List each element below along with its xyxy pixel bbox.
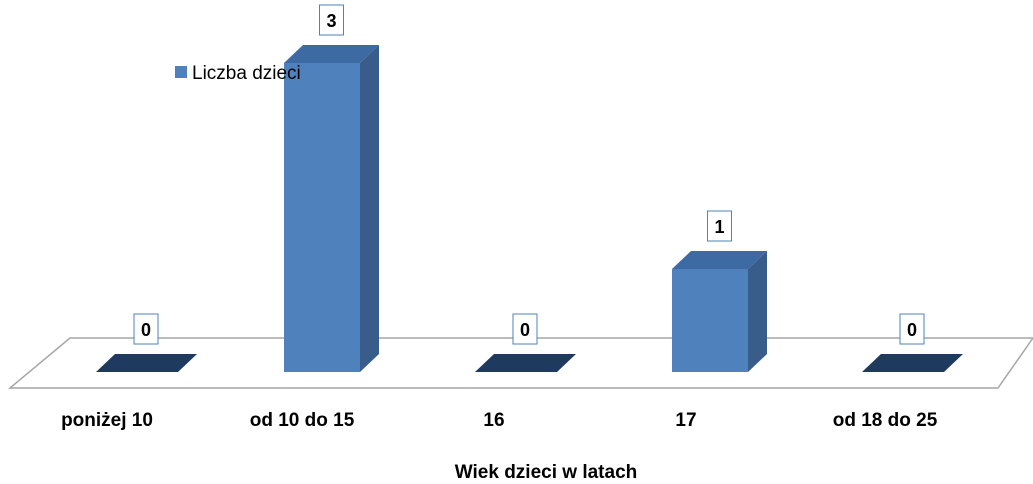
bar-top-face (672, 251, 767, 269)
category-label-1: poniżej 10 (61, 410, 153, 431)
data-label-text: 0 (907, 320, 917, 340)
data-label-4: 1 (707, 210, 732, 242)
data-label-5: 0 (899, 313, 925, 345)
bar-zero-base (862, 354, 963, 372)
bar-top-face (284, 45, 379, 63)
data-label-box (512, 313, 538, 345)
data-label-3: 0 (512, 313, 538, 345)
legend-label: Liczba dzieci (192, 63, 301, 84)
legend-swatch (175, 66, 187, 78)
bar-zero-base (475, 354, 576, 372)
category-label-4: 17 (675, 410, 696, 431)
data-label-2: 3 (319, 4, 344, 36)
data-label-1: 0 (133, 313, 159, 345)
data-label-text: 0 (520, 320, 530, 340)
bar-1 (96, 354, 197, 372)
data-label-box (133, 313, 159, 345)
data-label-text: 1 (714, 217, 724, 237)
bars-layer (96, 45, 963, 372)
category-label-2: od 10 do 15 (250, 410, 355, 431)
bar-3 (475, 354, 576, 372)
bar-zero-base (96, 354, 197, 372)
bar-5 (862, 354, 963, 372)
bar-4 (672, 251, 767, 372)
bar-front-face (284, 63, 360, 372)
bar-side-face (360, 45, 379, 372)
category-labels-layer: poniżej 10 od 10 do 15 16 17 od 18 do 25 (61, 410, 938, 431)
data-label-box (707, 210, 732, 242)
legend: Liczba dzieci (175, 63, 301, 84)
data-label-text: 0 (141, 320, 151, 340)
bar-front-face (672, 269, 748, 372)
data-label-box (899, 313, 925, 345)
data-label-text: 3 (326, 11, 336, 31)
category-label-5: od 18 do 25 (833, 410, 938, 431)
bar-2 (284, 45, 379, 372)
data-label-box (319, 4, 344, 36)
category-label-3: 16 (483, 410, 504, 431)
x-axis-title: Wiek dzieci w latach (455, 462, 638, 483)
bar-side-face (748, 251, 767, 372)
data-labels-layer: 0 3 0 1 0 (133, 4, 925, 345)
